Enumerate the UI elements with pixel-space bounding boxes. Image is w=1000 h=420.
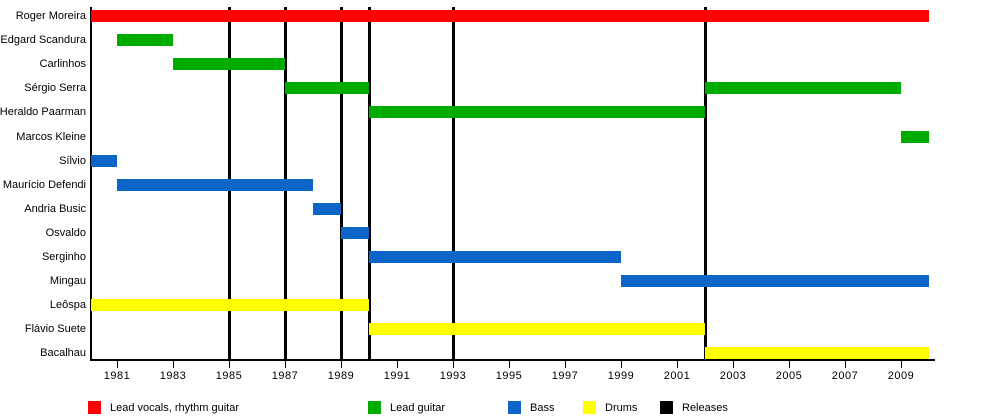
- release-line: [451, 7, 455, 360]
- legend-label: Drums: [605, 402, 638, 414]
- member-label: Leôspa: [49, 299, 86, 312]
- axis-tick: [396, 361, 398, 368]
- timeline-bar: [369, 323, 705, 336]
- timeline-bar: [705, 82, 901, 95]
- member-label: Roger Moreira: [15, 10, 86, 22]
- release-line: [339, 7, 343, 360]
- timeline-bar: [621, 275, 929, 288]
- legend-swatch: [368, 401, 381, 414]
- axis-tick: [340, 361, 342, 368]
- timeline-bar: [117, 34, 173, 47]
- legend-swatch: [88, 401, 101, 414]
- axis-year-label: 1991: [383, 370, 411, 382]
- axis-year-label: 2009: [887, 370, 915, 382]
- axis-tick: [732, 361, 734, 368]
- y-axis-line: [90, 7, 92, 361]
- member-label: Osvaldo: [45, 226, 86, 239]
- member-label: Sílvio: [59, 154, 86, 167]
- member-label: Carlinhos: [39, 58, 86, 71]
- timeline-bar: [91, 10, 929, 22]
- axis-tick: [844, 361, 846, 368]
- timeline-bar: [117, 178, 313, 191]
- member-label: Flávio Suete: [24, 323, 86, 336]
- axis-year-label: 1983: [159, 370, 187, 382]
- axis-tick: [116, 361, 118, 368]
- axis-year-label: 1989: [327, 370, 355, 382]
- legend-swatch: [660, 401, 673, 414]
- axis-tick: [452, 361, 454, 368]
- legend-label: Lead guitar: [390, 402, 446, 414]
- timeline-bar: [369, 251, 621, 263]
- axis-tick: [676, 361, 678, 368]
- timeline-bar: [91, 154, 117, 167]
- timeline-bar: [313, 202, 341, 215]
- legend-item: Releases: [660, 401, 940, 414]
- timeline-bar: [341, 226, 369, 239]
- release-line: [367, 7, 371, 360]
- axis-year-label: 1999: [607, 370, 635, 382]
- member-label: Maurício Defendi: [2, 178, 86, 191]
- legend-item: Lead guitar: [368, 401, 648, 414]
- member-label: Edgard Scandura: [0, 34, 86, 47]
- timeline-bar: [705, 347, 929, 360]
- legend-item: Drums: [583, 401, 863, 414]
- axis-tick: [284, 361, 286, 368]
- legend-label: Lead vocals, rhythm guitar: [110, 402, 240, 414]
- axis-year-label: 1993: [439, 370, 467, 382]
- timeline-bar: [285, 82, 369, 95]
- legend-item: Lead vocals, rhythm guitar: [88, 401, 368, 414]
- axis-tick: [172, 361, 174, 368]
- axis-year-label: 1995: [495, 370, 523, 382]
- axis-year-label: 1987: [271, 370, 299, 382]
- axis-year-label: 2007: [831, 370, 859, 382]
- timeline-bar: [173, 58, 285, 71]
- axis-year-label: 2005: [775, 370, 803, 382]
- legend-label: Releases: [682, 402, 728, 414]
- timeline-bar: [91, 299, 369, 312]
- axis-year-label: 1981: [103, 370, 131, 382]
- axis-tick: [620, 361, 622, 368]
- axis-year-label: 1997: [551, 370, 579, 382]
- x-axis-line: [90, 359, 935, 361]
- legend-label: Bass: [530, 402, 555, 414]
- legend-swatch: [508, 401, 521, 414]
- member-label: Andria Busic: [24, 202, 86, 215]
- axis-tick: [564, 361, 566, 368]
- axis-tick: [228, 361, 230, 368]
- legend-item: Bass: [508, 401, 788, 414]
- axis-year-label: 1985: [215, 370, 243, 382]
- axis-year-label: 2001: [663, 370, 691, 382]
- member-label: Serginho: [41, 251, 86, 263]
- legend-swatch: [583, 401, 596, 414]
- axis-tick: [788, 361, 790, 368]
- timeline-bar: [901, 130, 929, 143]
- member-label: Marcos Kleine: [16, 130, 86, 143]
- axis-year-label: 2003: [719, 370, 747, 382]
- timeline-bar: [369, 106, 705, 119]
- member-label: Mingau: [49, 275, 86, 288]
- axis-tick: [900, 361, 902, 368]
- member-label: Sérgio Serra: [24, 82, 86, 95]
- release-line: [703, 7, 707, 360]
- member-label: Bacalhau: [40, 347, 86, 360]
- member-label: Heraldo Paarman: [0, 106, 86, 119]
- axis-tick: [508, 361, 510, 368]
